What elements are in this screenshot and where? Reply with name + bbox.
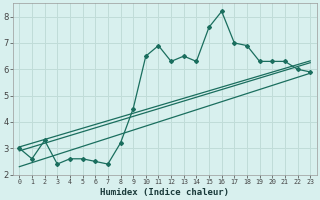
X-axis label: Humidex (Indice chaleur): Humidex (Indice chaleur) bbox=[100, 188, 229, 197]
